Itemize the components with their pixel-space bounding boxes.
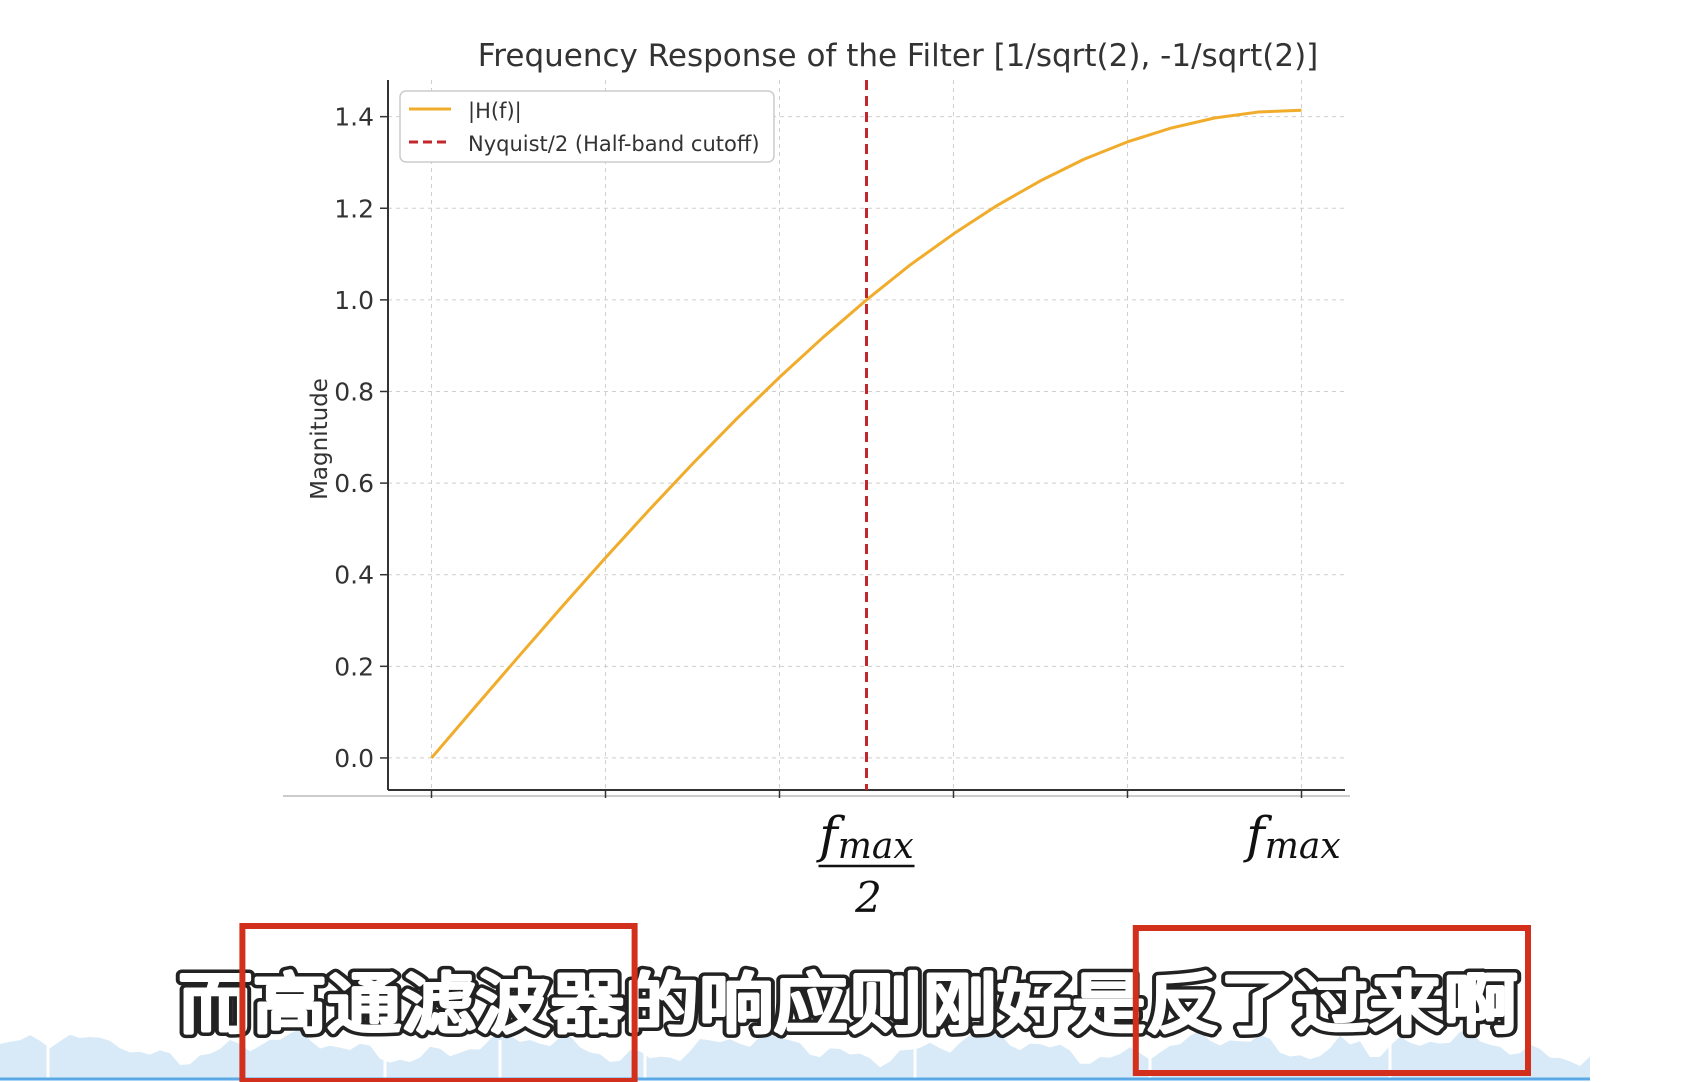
axes — [283, 80, 1350, 797]
legend-box — [399, 90, 775, 163]
x-ticks — [430, 790, 1303, 798]
y-tick-label: 1.2 — [334, 194, 374, 223]
waveform-shape — [0, 1029, 1590, 1078]
y-tick-label: 0.0 — [334, 744, 374, 773]
subtitle-highlight-box — [239, 923, 638, 1082]
grid-lines — [388, 80, 1345, 790]
x-annotation-denominator: 2 — [854, 873, 882, 922]
subtitle-highlight-box — [1132, 925, 1532, 1076]
subtitle-text-outline: 而高通滤波器的响应则刚好是反了过来啊 — [178, 966, 1518, 1043]
legend-item-nyquist: Nyquist/2 (Half-band cutoff) — [409, 132, 760, 156]
plot-area: 0.0 0.2 0.4 0.6 0.8 1.0 1.2 1.4 — [283, 80, 1350, 798]
subtitle-caption: 而高通滤波器的响应则刚好是反了过来啊 而高通滤波器的响应则刚好是反了过来啊 — [174, 923, 1532, 1082]
legend-label-hf: |H(f)| — [468, 99, 522, 124]
y-tick-label: 0.6 — [334, 469, 374, 498]
y-axis-label: Magnitude — [307, 378, 333, 500]
series-layer — [430, 80, 1302, 790]
y-tick-label: 0.2 — [334, 652, 374, 681]
y-ticks: 0.0 0.2 0.4 0.6 0.8 1.0 1.2 1.4 — [334, 103, 388, 773]
y-tick-label: 0.8 — [334, 377, 374, 406]
series-hf-line — [430, 108, 1302, 759]
subtitle-text-fill: 而高通滤波器的响应则刚好是反了过来啊 — [178, 966, 1518, 1043]
legend: |H(f)| Nyquist/2 (Half-band cutoff) — [399, 90, 775, 163]
chart-title: Frequency Response of the Filter [1/sqrt… — [478, 38, 1319, 74]
subtitle-highlights — [239, 923, 1532, 1082]
legend-label-nyquist: Nyquist/2 (Half-band cutoff) — [468, 132, 760, 156]
y-tick-label: 0.4 — [334, 561, 374, 590]
y-tick-label: 1.0 — [334, 286, 374, 315]
y-tick-label: 1.4 — [334, 103, 374, 132]
legend-item-hf: |H(f)| — [409, 99, 522, 124]
